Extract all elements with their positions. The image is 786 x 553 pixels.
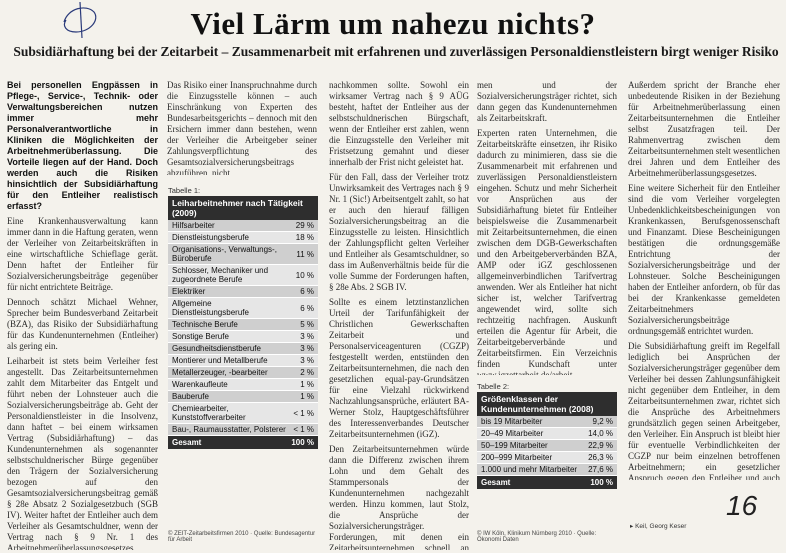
- table-2-heading: Größenklassen der Kundenunternehmen (200…: [477, 392, 617, 416]
- article-lead: Bei personellen Engpässen in Pflege-, Se…: [7, 80, 158, 211]
- table-2-row-value: 27,6 %: [588, 465, 613, 474]
- table-1-source: © ZEIT-Zeitarbeitsfirmen 2010 · Quelle: …: [168, 531, 316, 543]
- table-2-row: 50–199 Mitarbeiter 22,9 %: [477, 440, 617, 452]
- table-2-row: 1.000 und mehr Mitarbeiter 27,6 %: [477, 464, 617, 476]
- table-2-row-value: 26,3 %: [588, 453, 613, 462]
- paragraph: nachkommen sollte. Sowohl ein wirksamer …: [329, 80, 469, 167]
- table-2-row-label: 1.000 und mehr Mitarbeiter: [481, 465, 578, 474]
- table-2-row-label: 50–199 Mitarbeiter: [481, 441, 548, 450]
- table-1-row: Gesundheitsdienstberufe 3 %: [168, 343, 318, 355]
- table-1-row-label: Warenkaufleute: [172, 380, 228, 389]
- text-column-4: men und der Sozialversicherungsträger ri…: [477, 80, 617, 375]
- table-2-row: 200–999 Mitarbeiter 26,3 %: [477, 452, 617, 464]
- table-1-row-value: 11 %: [296, 249, 314, 259]
- table-1-row-value: 6 %: [300, 303, 314, 313]
- text-column-2: Das Risiko einer Inanspruchnahme durch d…: [167, 80, 317, 175]
- table-1-row-label: Gesundheitsdienstberufe: [172, 344, 261, 353]
- table-1-row-value: 3 %: [300, 344, 314, 353]
- table-1-total-label: Gesamt: [172, 438, 202, 447]
- paragraph: Dennoch schätzt Michael Wehner, Sprecher…: [7, 297, 158, 351]
- table-1-row-label: Organisations-, Verwaltungs-, Büroberufe: [172, 245, 277, 263]
- table-2-row: 20–49 Mitarbeiter 14,0 %: [477, 428, 617, 440]
- table-1-total-row: Gesamt 100 %: [168, 436, 318, 449]
- table-2-row-value: 9,2 %: [592, 417, 613, 426]
- table-2-row: bis 19 Mitarbeiter 9,2 %: [477, 416, 617, 428]
- article-title: Viel Lärm um nahezu nichts?: [190, 6, 596, 41]
- table-2-source: © IW Köln, Klinikum Nürnberg 2010 · Quel…: [477, 531, 597, 543]
- paragraph: Das Risiko einer Inanspruchnahme durch d…: [167, 80, 317, 175]
- paragraph: Eine Krankenhausverwaltung kann immer da…: [7, 216, 158, 292]
- table-2-row-label: bis 19 Mitarbeiter: [481, 417, 543, 426]
- table-1-row-value: < 1 %: [293, 425, 314, 434]
- table-2-row-value: 14,0 %: [588, 429, 613, 438]
- table-1-row: Hilfsarbeiter 29 %: [168, 220, 318, 232]
- table-1-row-label: Dienstleistungsberufe: [172, 233, 249, 242]
- table-1-row-value: 5 %: [300, 320, 314, 329]
- table-1-row-value: 2 %: [300, 368, 314, 377]
- table-1-row-label: Montierer und Metallberufe: [172, 356, 268, 365]
- author-credit: ▸ Keil, Georg Keser: [630, 523, 687, 530]
- table-1-row: Technische Berufe 5 %: [168, 319, 318, 331]
- table-1-total-value: 100 %: [291, 438, 314, 447]
- table-1-row-label: Bauberufe: [172, 392, 209, 401]
- table-1-row-value: < 1 %: [293, 408, 314, 418]
- table-2-row-label: 200–999 Mitarbeiter: [481, 453, 553, 462]
- text-column-5: Außerdem spricht der Branche eher unbede…: [628, 80, 780, 480]
- paragraph: Sollte es einem letztinstanzlichen Urtei…: [329, 297, 469, 439]
- table-2-total-value: 100 %: [590, 478, 613, 487]
- paragraph: Für den Fall, dass der Verleiher trotz U…: [329, 172, 469, 292]
- table-1-row-label: Technische Berufe: [172, 320, 238, 329]
- table-1-row: Montierer und Metallberufe 3 %: [168, 355, 318, 367]
- table-1-row: Metallerzeuger, -bearbeiter 2 %: [168, 367, 318, 379]
- paragraph: Leiharbeit ist stets beim Verleiher fest…: [7, 356, 158, 550]
- table-1-row-label: Metallerzeuger, -bearbeiter: [172, 368, 268, 377]
- table-2-row-label: 20–49 Mitarbeiter: [481, 429, 544, 438]
- text-column-3: nachkommen sollte. Sowohl ein wirksamer …: [329, 80, 469, 550]
- paragraph: men und der Sozialversicherungsträger ri…: [477, 80, 617, 123]
- paragraph: Außerdem spricht der Branche eher unbede…: [628, 80, 780, 178]
- table-1-row-label: Hilfsarbeiter: [172, 221, 215, 230]
- table-1-row: Elektriker 6 %: [168, 286, 318, 298]
- table-2-total-row: Gesamt 100 %: [477, 476, 617, 489]
- table-1-row: Organisations-, Verwaltungs-, Büroberufe…: [168, 244, 318, 265]
- paragraph: Die Subsidiärhaftung greift im Regelfall…: [628, 341, 780, 480]
- table-1-row-value: 10 %: [295, 270, 314, 280]
- article-subtitle: Subsidiärhaftung bei der Zeitarbeit – Zu…: [13, 44, 779, 59]
- table-1-row-value: 3 %: [300, 332, 314, 341]
- table-1-row: Schlosser, Mechaniker und zugeordnete Be…: [168, 265, 318, 286]
- page-number: 16: [726, 490, 758, 521]
- table-1-row-label: Chemiearbeiter, Kunststoffverarbeiter: [172, 404, 246, 422]
- table-1-row-label: Sonstige Berufe: [172, 332, 229, 341]
- table-1-row: Dienstleistungsberufe 18 %: [168, 232, 318, 244]
- table-1-row-label: Elektriker: [172, 287, 206, 296]
- table-1-heading: Leiharbeitnehmer nach Tätigkeit (2009): [168, 196, 318, 220]
- table-1-row: Warenkaufleute 1 %: [168, 379, 318, 391]
- table-1-row: Chemiearbeiter, Kunststoffverarbeiter < 1…: [168, 403, 318, 424]
- table-1-row: Bau-, Raumausstatter, Polsterer < 1 %: [168, 424, 318, 436]
- table-1-row-value: 1 %: [300, 380, 314, 389]
- table-1-row-label: Schlosser, Mechaniker und zugeordnete Be…: [172, 266, 269, 284]
- handwritten-mark: [63, 2, 97, 39]
- table-1-row-value: 3 %: [300, 356, 314, 365]
- table-1: Leiharbeitnehmer nach Tätigkeit (2009) H…: [168, 196, 318, 449]
- table-1-row-value: 18 %: [295, 233, 314, 242]
- table-1-caption: Tabelle 1:: [168, 186, 201, 195]
- table-1-row: Allgemeine Dienstleistungsberufe 6 %: [168, 298, 318, 319]
- table-2: Größenklassen der Kundenunternehmen (200…: [477, 392, 617, 489]
- paragraph: Experten raten Unternehmen, die Zeitarbe…: [477, 128, 617, 375]
- table-2-caption: Tabelle 2:: [477, 382, 510, 391]
- text-column-1: Bei personellen Engpässen in Pflege-, Se…: [7, 80, 158, 550]
- table-1-row: Sonstige Berufe 3 %: [168, 331, 318, 343]
- table-2-total-label: Gesamt: [481, 478, 511, 487]
- table-2-row-value: 22,9 %: [588, 441, 613, 450]
- paragraph: Den Zeitarbeitsunternehmen würde dann di…: [329, 444, 469, 550]
- table-1-row-label: Allgemeine Dienstleistungsberufe: [172, 299, 249, 317]
- table-1-row-label: Bau-, Raumausstatter, Polsterer: [172, 425, 286, 434]
- paragraph: Eine weitere Sicherheit für den Entleihe…: [628, 183, 780, 336]
- table-1-row-value: 1 %: [300, 392, 314, 401]
- table-1-row-value: 6 %: [300, 287, 314, 296]
- table-1-row-value: 29 %: [295, 221, 314, 230]
- table-1-row: Bauberufe 1 %: [168, 391, 318, 403]
